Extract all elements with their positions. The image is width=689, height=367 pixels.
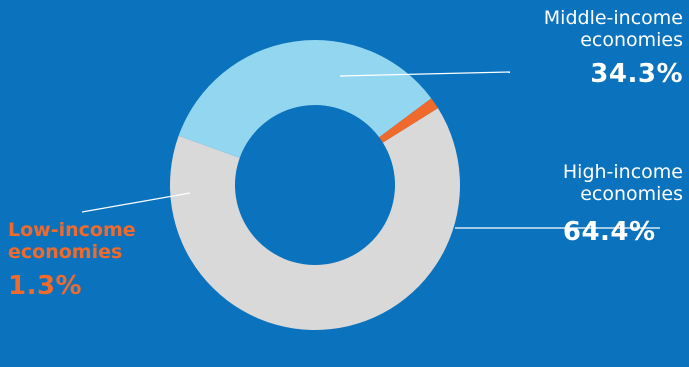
label-middle-income: Middle-income economies 34.3% [543,7,683,90]
low-income-name-line1: Low-income [8,219,136,241]
middle-income-name-line2: economies [580,28,683,51]
label-low-income: Low-income economies 1.3% [8,219,136,302]
high-income-value: 64.4% [562,216,656,247]
slice-middle-income [178,39,432,158]
leader-low-income [81,192,191,213]
label-high-income: High-income economies 64.4% [562,161,683,248]
low-income-value: 1.3% [8,270,83,301]
slice-low-income [379,98,438,143]
high-income-name-line2: economies [580,182,683,205]
low-income-name-line2: economies [8,240,123,263]
high-income-name-line1: High-income [562,161,683,183]
middle-income-name-line1: Middle-income [543,7,683,29]
middle-income-value: 34.3% [590,58,683,89]
slice-high-income [169,108,460,330]
leader-middle-income [339,71,511,77]
